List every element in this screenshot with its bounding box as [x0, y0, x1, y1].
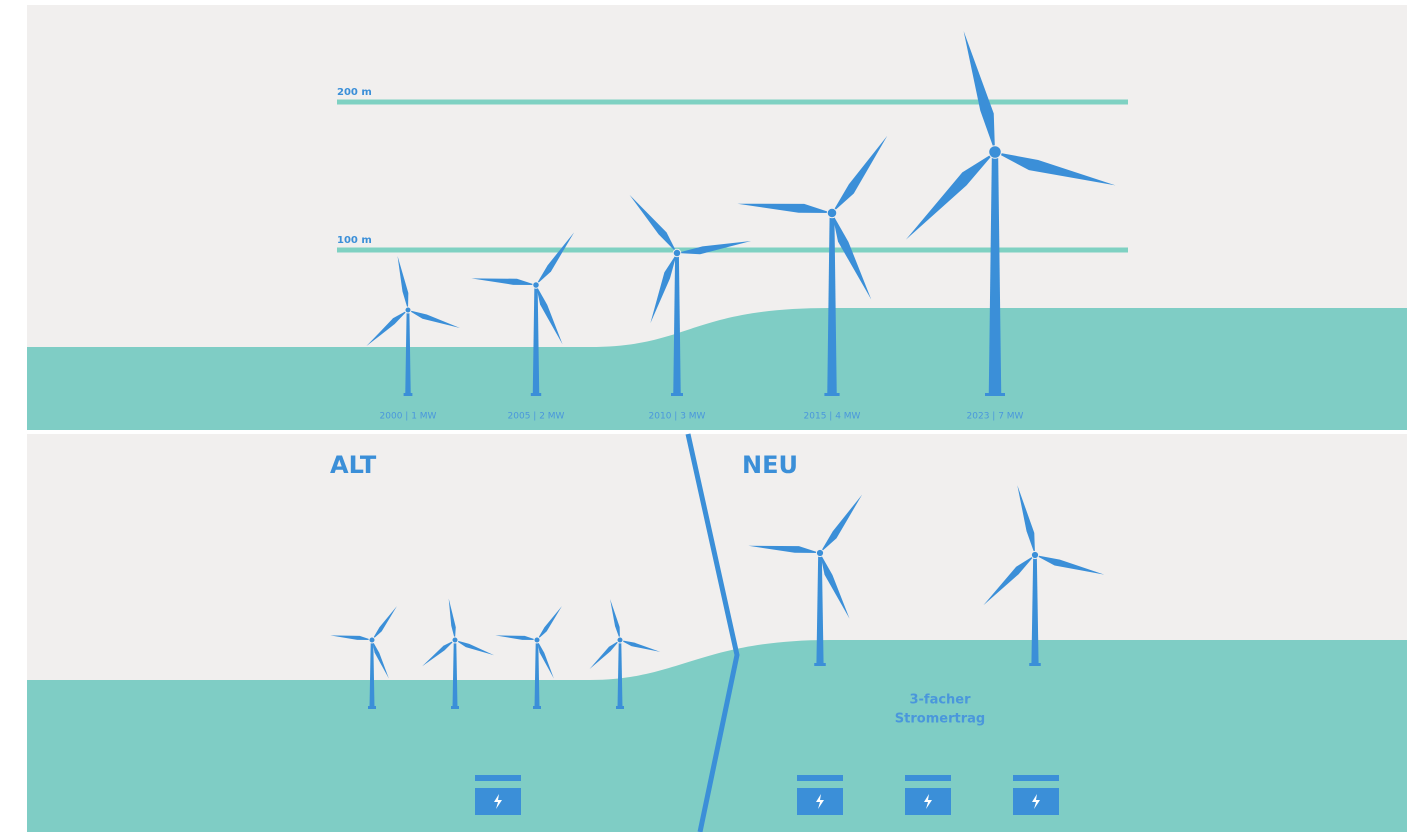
turbine-label: 2010 | 3 MW [649, 412, 706, 422]
height-label: 100 m [337, 235, 372, 246]
old-label: ALT [330, 451, 377, 479]
infographic: 200 m 100 m ALT NEU 3-facher Stromertrag… [0, 0, 1413, 832]
height-label: 200 m [337, 87, 372, 98]
tower-foot [1029, 663, 1041, 666]
hub [452, 637, 458, 643]
battery-icon [905, 775, 951, 815]
hub [405, 307, 411, 313]
battery-icon [1013, 775, 1059, 815]
yield-text: Stromertrag [895, 712, 985, 727]
battery-top [905, 775, 951, 781]
tower-foot [824, 393, 839, 396]
hub [827, 208, 837, 218]
hub [989, 146, 1002, 159]
hub [673, 249, 681, 257]
tower-foot [531, 393, 541, 396]
battery-top [475, 775, 521, 781]
tower-foot [814, 663, 826, 666]
hub [533, 282, 540, 289]
turbine-label: 2005 | 2 MW [508, 412, 565, 422]
battery-icon [475, 775, 521, 815]
battery-top [1013, 775, 1059, 781]
tower-foot [671, 393, 683, 396]
hub [369, 637, 375, 643]
battery-top [797, 775, 843, 781]
hub [617, 637, 623, 643]
yield-text: 3-facher [909, 693, 971, 708]
turbine-label: 2015 | 4 MW [804, 412, 861, 422]
tower-foot [451, 706, 459, 709]
turbine-label: 2000 | 1 MW [380, 412, 437, 422]
tower-foot [368, 706, 376, 709]
hub [1031, 551, 1038, 558]
tower-foot [533, 706, 541, 709]
turbine-label: 2023 | 7 MW [967, 412, 1024, 422]
hub [534, 637, 540, 643]
tower-foot [616, 706, 624, 709]
tower-foot [404, 393, 413, 396]
tower-foot [985, 393, 1005, 396]
hub [816, 549, 823, 556]
new-label: NEU [742, 451, 798, 479]
battery-icon [797, 775, 843, 815]
